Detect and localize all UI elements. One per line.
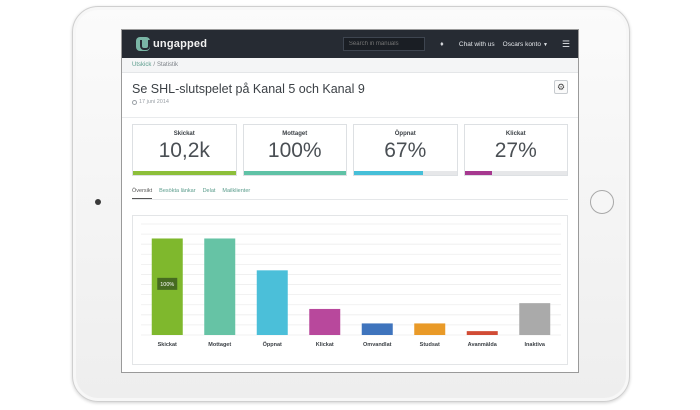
stat-progress-fill: [243, 171, 346, 175]
stat-progress-track: [354, 171, 457, 175]
clock-icon: [132, 99, 137, 105]
page-header: Se SHL-slutspelet på Kanal 5 och Kanal 9…: [122, 73, 578, 117]
date-text: 17 juni 2014: [139, 99, 169, 105]
bar-chart: Skickat 100% Mottaget Öppnat Klickat Omvandla…: [141, 223, 561, 348]
stat-card-klickat: Klickat 27%: [463, 124, 568, 176]
stat-card--ppnat: Öppnat 67%: [353, 124, 458, 176]
tab--versikt[interactable]: Översikt: [132, 188, 153, 199]
stat-progress-track: [243, 171, 346, 175]
x-tick-label: Studsat: [420, 342, 440, 348]
bar-mottaget[interactable]: [204, 238, 236, 335]
home-button[interactable]: [590, 190, 614, 214]
app-screen: ungapped ♦ Chat with us Oscars konto▼ ☰ …: [121, 29, 579, 373]
account-menu[interactable]: Oscars konto ▼: [503, 41, 548, 48]
stat-value: 10,2k: [158, 139, 210, 162]
bar-klickat[interactable]: [309, 308, 341, 335]
account-label: Oscars konto: [502, 40, 541, 48]
bar-tooltip-text: 100%: [160, 282, 174, 288]
bar-avanm-lda[interactable]: [466, 331, 498, 335]
x-tick-label: Mottaget: [208, 342, 231, 348]
stat-label: Öppnat: [394, 131, 416, 137]
logo[interactable]: ungapped: [136, 37, 207, 51]
x-tick-label: Öppnat: [263, 341, 282, 348]
stat-progress-fill: [464, 171, 493, 175]
page-date: 17 juni 2014: [132, 99, 568, 105]
chart-panel: Skickat 100% Mottaget Öppnat Klickat Omvandla…: [132, 215, 568, 365]
stat-value: 100%: [267, 139, 322, 162]
x-tick-label: Omvandlat: [363, 342, 392, 348]
bar-tooltip: [157, 277, 178, 290]
stat-card-skickat: Skickat 10,2k: [132, 124, 237, 176]
tab-bes-kta-l-nkar[interactable]: Besökta länkar: [159, 188, 196, 194]
stat-progress-fill: [354, 171, 423, 175]
stat-label: Klickat: [505, 131, 526, 137]
search-input[interactable]: [342, 37, 425, 51]
x-tick-label: Inaktiva: [525, 342, 546, 348]
bell-icon[interactable]: ♦: [440, 40, 444, 48]
stat-value: 67%: [384, 139, 427, 162]
page-title: Se SHL-slutspelet på Kanal 5 och Kanal 9: [132, 82, 365, 96]
settings-button[interactable]: ⚙: [554, 80, 568, 94]
tab-divider: [132, 199, 568, 200]
breadcrumb-utskick[interactable]: Utskick: [132, 62, 152, 68]
gear-icon: ⚙: [556, 81, 566, 92]
tab-mailklienter[interactable]: Mailklienter: [222, 188, 251, 194]
stat-progress-track: [133, 171, 236, 175]
hamburger-icon[interactable]: ☰: [561, 38, 570, 49]
navbar: ungapped ♦ Chat with us Oscars konto▼ ☰: [122, 30, 578, 58]
breadcrumb-current: Statistik: [157, 62, 179, 68]
camera-icon: [95, 199, 101, 205]
bar-omvandlat[interactable]: [361, 323, 393, 335]
x-tick-label: Klickat: [316, 342, 334, 348]
logo-icon: [136, 37, 150, 51]
stat-label: Skickat: [173, 131, 195, 137]
bar--ppnat[interactable]: [256, 270, 288, 335]
bar-studsat[interactable]: [414, 323, 446, 335]
breadcrumb-separator: /: [153, 62, 156, 68]
header-divider: [122, 117, 578, 118]
stat-progress-fill: [133, 171, 236, 175]
stats-row: Skickat 10,2k Mottaget 100% Öppnat 67% Klickat…: [122, 118, 578, 176]
stat-value: 27%: [494, 139, 537, 162]
chat-link[interactable]: Chat with us: [458, 40, 495, 48]
tab-delat[interactable]: Delat: [202, 188, 216, 194]
chevron-down-icon: ▼: [542, 41, 548, 48]
stat-label: Mottaget: [282, 131, 308, 137]
stat-card-mottaget: Mottaget 100%: [242, 124, 347, 176]
tab-bar: Översikt Besökta länkar Delat Mailklienter: [122, 188, 578, 199]
breadcrumb: Utskick / Statistik: [122, 58, 578, 73]
x-tick-label: Avanmälda: [468, 342, 498, 348]
logo-text: ungapped: [153, 38, 208, 50]
bar-inaktiva[interactable]: [519, 303, 551, 335]
stat-progress-track: [464, 171, 567, 175]
x-tick-label: Skickat: [158, 342, 177, 348]
